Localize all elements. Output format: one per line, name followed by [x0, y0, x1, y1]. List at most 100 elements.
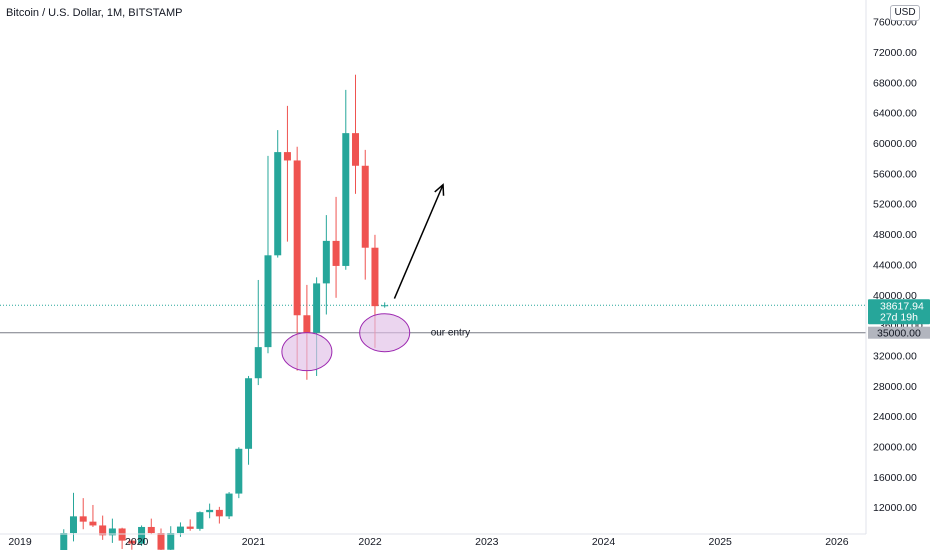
time-tick-label: 2022	[358, 536, 382, 548]
candle-2020-06[interactable]	[186, 519, 194, 531]
price-tick-label: 40000.00	[873, 290, 917, 302]
candle-body	[215, 509, 223, 517]
candle-2021-04[interactable]	[283, 105, 291, 242]
candle-2020-10[interactable]	[225, 492, 233, 519]
price-tick-label: 16000.00	[873, 472, 917, 484]
user-drawings[interactable]: our entry	[281, 183, 470, 372]
last-price-label: 38617.94	[880, 300, 924, 312]
time-tick-label: 2024	[592, 536, 616, 548]
candle-body	[225, 493, 233, 517]
candle-2019-07[interactable]	[79, 498, 87, 530]
price-tick-label: 20000.00	[873, 442, 917, 454]
candle-2020-08[interactable]	[206, 503, 214, 519]
candle-2021-08[interactable]	[322, 215, 330, 315]
highlight-ellipse-low[interactable]	[281, 332, 333, 372]
time-tick-label: 2025	[709, 536, 733, 548]
price-tick-label: 28000.00	[873, 381, 917, 393]
candle-body	[283, 152, 291, 161]
candle-2019-09[interactable]	[99, 515, 107, 540]
candle-body	[264, 255, 272, 348]
candle-body	[352, 133, 360, 166]
candle-2020-09[interactable]	[215, 506, 223, 524]
candle-body	[361, 165, 369, 248]
currency-badge[interactable]: USD	[890, 5, 920, 21]
candle-body	[332, 240, 340, 266]
candle-2021-01[interactable]	[254, 279, 262, 386]
candle-2020-12[interactable]	[245, 375, 253, 465]
price-tick-label: 24000.00	[873, 411, 917, 423]
price-tick-label: 12000.00	[873, 502, 917, 514]
candle-2021-12[interactable]	[361, 149, 369, 280]
candle-body	[342, 133, 350, 266]
candle-body	[254, 347, 262, 379]
candle-2019-11[interactable]	[118, 527, 126, 549]
entry-annotation-label[interactable]: our entry	[431, 328, 470, 339]
candle-2019-05[interactable]	[60, 529, 68, 550]
candle-body	[147, 526, 155, 534]
candle-2019-06[interactable]	[69, 492, 77, 542]
candle-body	[313, 283, 321, 333]
candle-2020-11[interactable]	[235, 447, 243, 499]
candle-body	[303, 315, 311, 333]
price-tick-label: 44000.00	[873, 259, 917, 271]
candle-2021-02[interactable]	[264, 155, 272, 354]
candle-body	[157, 533, 165, 550]
projection-arrow-head[interactable]	[434, 183, 445, 196]
candle-body	[138, 526, 146, 544]
price-tick-label: 52000.00	[873, 199, 917, 211]
candle-2021-10[interactable]	[342, 89, 350, 270]
candle-body	[235, 448, 243, 494]
time-tick-label: 2026	[825, 536, 849, 548]
horizontal-line-tag	[868, 326, 930, 339]
candle-body	[79, 516, 87, 522]
price-tick-label: 68000.00	[873, 77, 917, 89]
candle-2020-02[interactable]	[147, 518, 155, 535]
candle-2021-05[interactable]	[293, 146, 301, 371]
candle-body	[108, 528, 116, 536]
candle-body	[381, 305, 389, 307]
candle-2021-11[interactable]	[352, 74, 360, 194]
candle-2020-03[interactable]	[157, 528, 165, 550]
candle-body	[167, 533, 175, 550]
last-price-tag	[868, 299, 930, 325]
reference-lines	[0, 304, 866, 334]
candle-2019-08[interactable]	[89, 504, 97, 527]
candle-body	[293, 160, 301, 316]
candles[interactable]	[60, 74, 389, 550]
price-tick-label: 72000.00	[873, 47, 917, 59]
candle-2020-07[interactable]	[196, 511, 204, 531]
candle-body	[69, 516, 77, 534]
candle-2022-02[interactable]	[381, 302, 389, 308]
countdown-label: 27d 19h	[880, 311, 918, 323]
candle-body	[176, 526, 184, 534]
time-tick-label: 2020	[125, 536, 149, 548]
candle-2020-04[interactable]	[167, 526, 175, 550]
price-tick-label: 32000.00	[873, 350, 917, 362]
chart-title: Bitcoin / U.S. Dollar, 1M, BITSTAMP	[6, 7, 183, 19]
candle-2020-01[interactable]	[138, 525, 146, 546]
candle-body	[89, 521, 97, 526]
candle-2020-05[interactable]	[176, 522, 184, 537]
highlight-ellipse-entry[interactable]	[359, 313, 411, 353]
horizontal-line-label: 35000.00	[877, 328, 921, 340]
price-tick-label: 48000.00	[873, 229, 917, 241]
candle-body	[274, 152, 282, 256]
time-tick-label: 2023	[475, 536, 499, 548]
candle-2019-12[interactable]	[128, 539, 136, 550]
candle-body	[186, 526, 194, 529]
price-tick-label: 64000.00	[873, 108, 917, 120]
candle-body	[371, 247, 379, 307]
candle-2021-03[interactable]	[274, 130, 282, 258]
price-tick-label: 56000.00	[873, 168, 917, 180]
projection-arrow-shaft[interactable]	[393, 184, 444, 299]
candle-body	[245, 378, 253, 449]
candle-2019-10[interactable]	[108, 518, 116, 543]
time-tick-label: 2019	[8, 536, 32, 548]
time-tick-label: 2021	[242, 536, 266, 548]
candle-2021-09[interactable]	[332, 196, 340, 298]
candle-body	[118, 528, 126, 541]
